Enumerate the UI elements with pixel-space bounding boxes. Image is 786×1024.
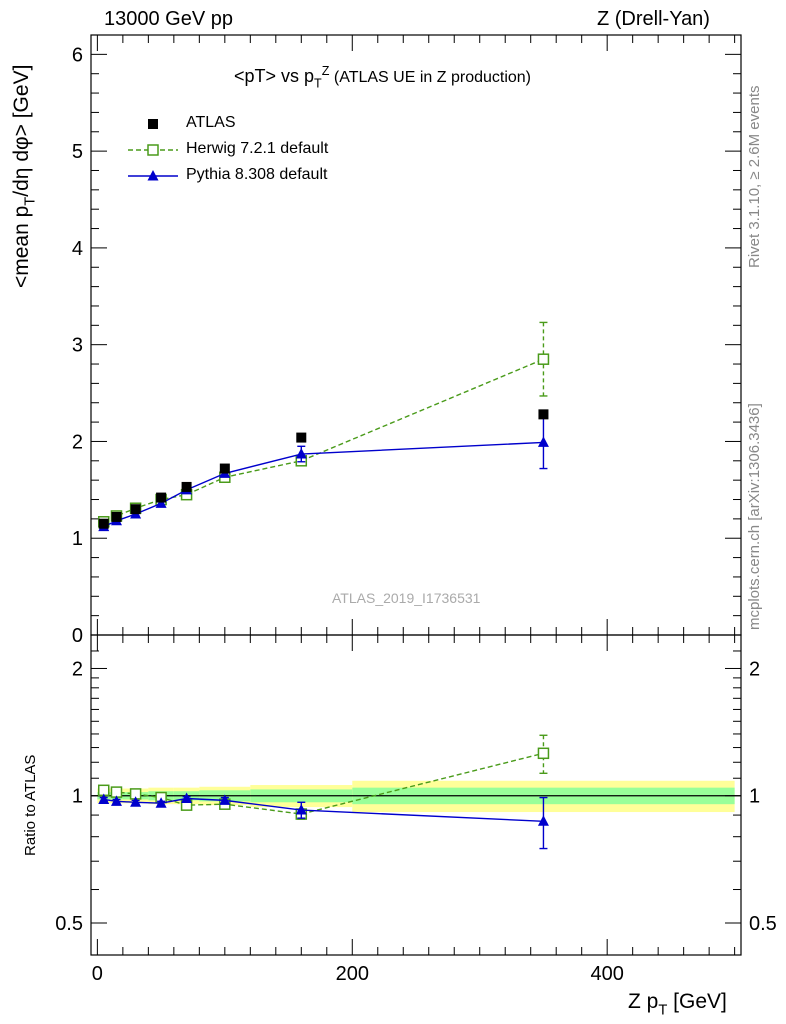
y-tick-label: 3	[72, 335, 83, 357]
x-label-part-b: [GeV]	[667, 990, 727, 1013]
x-tick-label: 0	[92, 963, 103, 985]
title-rest: (ATLAS UE in Z production)	[329, 68, 532, 86]
header-left: 13000 GeV pp	[104, 8, 233, 30]
analysis-id: ATLAS_2019_I1736531	[332, 590, 481, 606]
ratio-pythia-point	[130, 796, 142, 807]
herwig-point	[537, 353, 550, 365]
legend-marker-herwig	[147, 144, 159, 156]
atlas-point	[130, 504, 141, 515]
ratio-pythia-point	[219, 794, 231, 805]
pythia-line	[103, 441, 544, 528]
x-axis-label: Z pT [GeV]	[628, 990, 727, 1019]
y-tick-label: 6	[72, 44, 83, 66]
ratio-y-tick-label-right: 1	[749, 786, 760, 808]
legend-marker-pythia	[147, 170, 159, 181]
ratio-pythia-point	[155, 797, 167, 808]
legend-marker-atlas	[148, 119, 158, 129]
x-tick-label: 200	[336, 963, 369, 985]
y-tick-label: 0	[72, 625, 83, 647]
y-tick-label: 4	[72, 238, 83, 260]
pythia-point	[537, 436, 549, 447]
ratio-pythia-point	[295, 804, 307, 815]
atlas-point	[98, 518, 109, 529]
ratio-pythia-point	[181, 792, 193, 804]
ratio-pythia-point	[110, 795, 122, 806]
atlas-point	[181, 481, 192, 492]
legend-label-herwig: Herwig 7.2.1 default	[186, 140, 329, 157]
ratio-y-tick-label-right: 2	[749, 658, 760, 680]
ratio-y-tick-label-left: 2	[72, 658, 83, 680]
x-label-sub: T	[658, 1002, 668, 1019]
pythia-point	[295, 448, 307, 459]
atlas-point	[219, 463, 230, 474]
ratio-plot-frame	[90, 634, 742, 956]
y-tick-label: 1	[72, 528, 83, 550]
atlas-point	[296, 432, 307, 443]
atlas-point	[111, 511, 122, 522]
atlas-point	[538, 409, 549, 420]
x-tick-label: 400	[590, 963, 623, 985]
y-tick-label: 5	[72, 141, 83, 163]
main-plot-frame	[90, 34, 742, 636]
atlas-point	[156, 492, 167, 503]
title-sup: Z	[321, 64, 330, 78]
title-sub: T	[314, 76, 322, 91]
ratio-pythia-point	[537, 815, 549, 826]
legend-label-pythia: Pythia 8.308 default	[186, 166, 328, 183]
herwig-line	[103, 358, 544, 523]
ratio-y-tick-label-left: 1	[72, 786, 83, 808]
header-right: Z (Drell-Yan)	[597, 8, 710, 30]
x-label-part-a: Z p	[628, 990, 659, 1013]
ratio-herwig-point	[537, 747, 550, 760]
title-main: <pT> vs p	[234, 65, 315, 86]
plot-title: <pT> vs pTZ (ATLAS UE in Z production)	[234, 64, 531, 91]
ratio-y-tick-label-left: 0.5	[55, 913, 83, 935]
ratio-pythia-point	[98, 793, 110, 804]
y-tick-label: 2	[72, 431, 83, 453]
pythia-point	[155, 497, 167, 508]
legend-label-atlas: ATLAS	[186, 114, 236, 131]
ratio-y-tick-label-right: 0.5	[749, 913, 777, 935]
